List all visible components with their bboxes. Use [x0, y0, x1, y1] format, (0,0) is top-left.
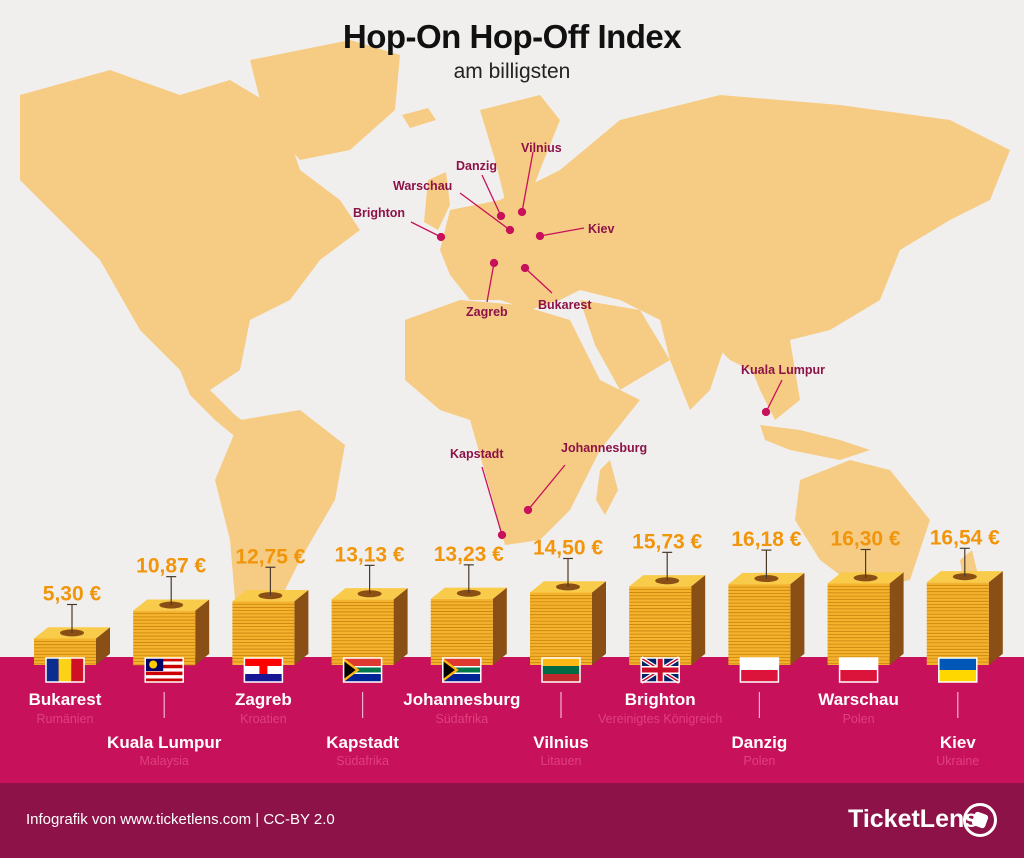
- coin-stack-zagreb: [232, 566, 309, 665]
- coin-stack-side: [393, 588, 408, 665]
- coin-stack-side: [195, 599, 210, 665]
- country-label-kuala-lumpur: Malaysia: [140, 754, 189, 768]
- flag-lithuania-icon: [541, 657, 581, 683]
- value-label-kuala-lumpur: 10,87 €: [136, 555, 206, 578]
- city-label-warschau: Warschau: [818, 690, 899, 709]
- city-label-danzig: Danzig: [732, 733, 788, 752]
- footer-credit: Infografik von www.ticketlens.com | CC-B…: [26, 811, 335, 828]
- coin-stack-vilnius: [530, 557, 606, 665]
- coin-stack-front: [331, 599, 394, 665]
- flag-united-kingdom-icon: [640, 656, 681, 684]
- coin-stack-front: [728, 584, 791, 665]
- value-label-vilnius: 14,50 €: [533, 537, 603, 560]
- coin-stack-side: [889, 572, 904, 665]
- coin-stack-warschau: [827, 548, 904, 665]
- country-label-johannesburg: Südafrika: [435, 712, 488, 726]
- city-label-kapstadt: Kapstadt: [326, 733, 399, 752]
- flag-south-africa-icon: [442, 657, 482, 683]
- city-label-zagreb: Zagreb: [235, 690, 292, 709]
- coin-stack-side: [988, 571, 1003, 665]
- country-label-brighton: Vereinigtes Königreich: [598, 712, 722, 726]
- coin-stack-side: [790, 572, 805, 665]
- map-label-warschau: Warschau: [393, 179, 452, 193]
- map-label-kiev: Kiev: [588, 222, 614, 236]
- value-label-zagreb: 12,75 €: [235, 545, 305, 568]
- flag-croatia-icon: [243, 657, 284, 683]
- value-label-warschau: 16,30 €: [831, 528, 901, 551]
- coin-stack-side: [96, 627, 110, 665]
- value-label-kapstadt: 13,13 €: [335, 543, 405, 566]
- city-label-bukarest: Bukarest: [29, 690, 102, 709]
- coin-stack-front: [530, 592, 592, 665]
- map-label-vilnius: Vilnius: [521, 141, 562, 155]
- map-label-zagreb: Zagreb: [466, 305, 508, 319]
- map-label-danzig: Danzig: [456, 159, 497, 173]
- coin-stack-front: [133, 610, 196, 665]
- flag-poland-icon: [739, 657, 780, 683]
- country-label-zagreb: Kroatien: [240, 712, 287, 726]
- city-label-kiev: Kiev: [940, 733, 976, 752]
- flag-south-africa-icon: [342, 657, 383, 683]
- map-label-kuala-lumpur: Kuala Lumpur: [741, 363, 825, 377]
- coin-stack-front: [827, 583, 890, 665]
- country-label-vilnius: Litauen: [540, 754, 581, 768]
- country-label-danzig: Polen: [743, 754, 775, 768]
- coin-stack-bukarest: [34, 603, 110, 665]
- brand-logo-text[interactable]: TicketLens: [848, 805, 979, 833]
- flag-poland-icon: [838, 657, 879, 683]
- coin-stack-side: [294, 590, 309, 665]
- city-label-kuala-lumpur: Kuala Lumpur: [107, 733, 222, 752]
- map-label-bukarest: Bukarest: [538, 298, 592, 312]
- value-label-brighton: 15,73 €: [632, 530, 702, 553]
- flag-malaysia-icon: [144, 657, 184, 683]
- value-label-danzig: 16,18 €: [731, 528, 801, 551]
- coin-stack-side: [492, 587, 507, 665]
- map-label-brighton: Brighton: [353, 206, 405, 220]
- flag-ukraine-icon: [938, 657, 978, 683]
- coin-stack-brighton: [629, 551, 706, 665]
- coin-stack-kiev: [926, 547, 1003, 665]
- country-label-kapstadt: Südafrika: [336, 754, 389, 768]
- footer-bar: [0, 783, 1024, 858]
- value-label-kiev: 16,54 €: [930, 526, 1000, 549]
- coin-stack-front: [430, 598, 493, 665]
- map-label-johannesburg: Johannesburg: [561, 441, 647, 455]
- value-label-bukarest: 5,30 €: [43, 583, 102, 606]
- chart-subtitle: am billigsten: [453, 60, 571, 83]
- country-label-bukarest: Rumänien: [37, 712, 94, 726]
- city-label-brighton: Brighton: [625, 690, 696, 709]
- coin-stack-johannesburg: [430, 564, 507, 665]
- chart-title: Hop-On Hop-Off Index: [342, 18, 682, 55]
- coin-stack-kapstadt: [331, 564, 408, 665]
- value-label-johannesburg: 13,23 €: [434, 543, 504, 566]
- city-label-vilnius: Vilnius: [533, 733, 588, 752]
- map-label-kapstadt: Kapstadt: [450, 447, 504, 461]
- country-label-warschau: Polen: [843, 712, 875, 726]
- flag-romania-icon: [45, 657, 85, 683]
- coin-stack-kuala-lumpur: [133, 576, 210, 666]
- brand-logo-icon: [963, 803, 997, 837]
- coin-stack-side: [691, 575, 706, 665]
- coin-stack-danzig: [728, 549, 805, 665]
- country-label-kiev: Ukraine: [936, 754, 979, 768]
- coin-stack-front: [629, 586, 692, 665]
- coin-stack-side: [592, 581, 606, 665]
- city-label-johannesburg: Johannesburg: [403, 690, 520, 709]
